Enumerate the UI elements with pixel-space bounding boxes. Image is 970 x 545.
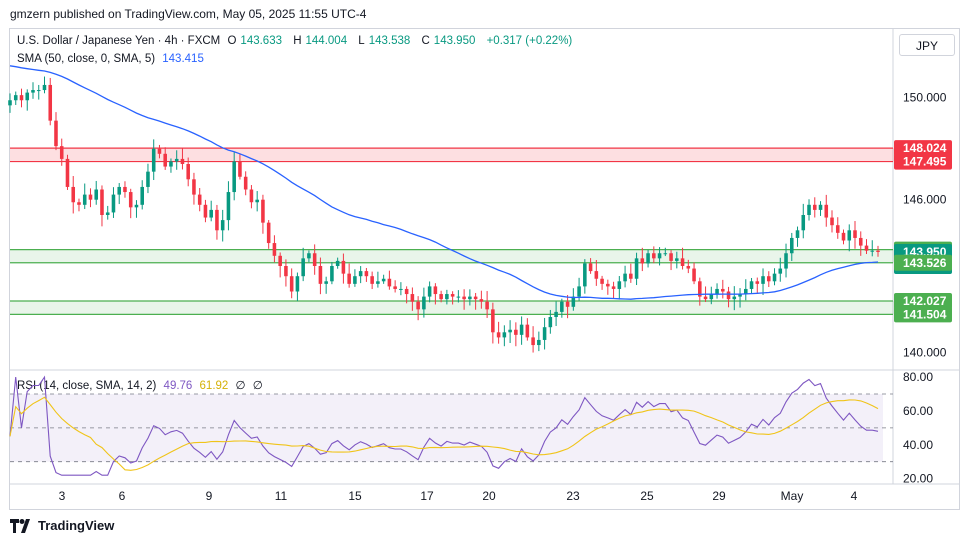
publisher-line: gmzern published on TradingView.com, May… [10,7,367,21]
open-value: O 143.633 [227,35,282,47]
tradingview-logo[interactable]: TradingView [10,518,114,533]
low-value: L 143.538 [358,35,411,47]
tradingview-logo-text: TradingView [38,518,115,533]
rsi-extra-1: ∅ [235,380,246,392]
main-legend: U.S. Dollar / Japanese Yen · 4h · FXCM O… [17,35,576,47]
tradingview-logo-icon [10,518,30,533]
currency-button[interactable]: JPY [899,34,955,56]
rsi-ma-value: 61.92 [199,380,229,392]
rsi-value: 49.76 [163,380,193,392]
sma-label: SMA (50, close, 0, SMA, 5) [17,53,156,65]
sma-value: 143.415 [162,53,204,65]
sma-legend[interactable]: SMA (50, close, 0, SMA, 5) 143.415 [17,53,208,65]
close-value: C 143.950 [421,35,476,47]
rsi-legend[interactable]: RSI (14, close, SMA, 14, 2) 49.76 61.92 … [17,378,267,392]
symbol-label[interactable]: U.S. Dollar / Japanese Yen · 4h · FXCM [17,35,221,47]
rsi-label: RSI (14, close, SMA, 14, 2) [17,380,157,392]
change-value: +0.317 (+0.22%) [486,35,573,47]
rsi-extra-2: ∅ [252,380,263,392]
chart-frame [9,28,960,510]
high-value: H 144.004 [293,35,348,47]
